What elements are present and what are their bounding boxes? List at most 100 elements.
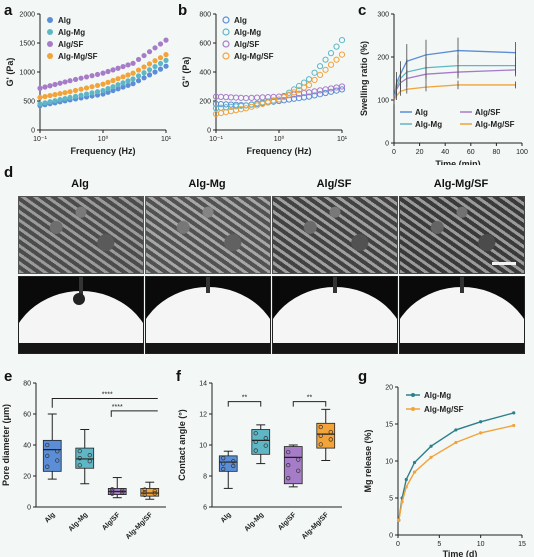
data-point — [55, 458, 60, 463]
data-point-alg-sf — [110, 67, 116, 73]
data-point-alg-mg-sf — [135, 67, 142, 73]
panel-letter-c: c — [358, 2, 367, 19]
data-point-alg-sf — [100, 70, 106, 76]
y-tick-label: 10 — [199, 443, 207, 450]
data-point — [263, 436, 268, 441]
data-point-alg-mg-sf — [146, 61, 153, 67]
data-point-alg-mg-sf — [316, 71, 324, 79]
data-point — [397, 518, 401, 522]
y-tick-label: 400 — [199, 70, 211, 77]
data-point-alg-sf — [141, 52, 147, 59]
y-tick-label: 100 — [377, 98, 389, 105]
x-tick-label: 40 — [441, 149, 449, 156]
legend-label: Alg-Mg — [415, 120, 442, 129]
data-point — [318, 442, 323, 447]
data-point-alg-mg-sf — [338, 51, 346, 58]
y-tick-label: 80 — [23, 381, 31, 388]
x-axis-title: Time (min) — [435, 159, 480, 165]
data-point-alg-sf — [67, 78, 73, 84]
x-tick-label: Alg-Mg/SF — [301, 511, 331, 541]
y-tick-label: 14 — [199, 381, 207, 388]
data-point-alg-mg-sf — [327, 61, 335, 68]
data-point-alg-mg-sf — [42, 93, 48, 100]
data-point — [77, 448, 82, 454]
scale-bar — [492, 262, 516, 265]
x-axis-title: Frequency (Hz) — [246, 146, 311, 156]
data-point — [120, 490, 125, 495]
data-point — [152, 491, 157, 496]
data-point-alg-mg-sf — [115, 76, 121, 82]
y-tick-label: 0 — [31, 128, 35, 135]
data-point-alg-mg-sf — [253, 102, 261, 109]
y-axis-title: G'' (Pa) — [181, 57, 191, 88]
data-point-alg-sf — [83, 74, 90, 80]
data-point-alg-mg-sf — [130, 70, 136, 76]
data-point — [231, 463, 236, 469]
data-point — [45, 442, 50, 448]
data-point-alg-mg-sf — [120, 74, 126, 80]
data-point — [142, 492, 147, 498]
x-tick-label: Alg/SF — [101, 511, 122, 532]
data-point-alg-mg — [217, 104, 225, 111]
sem-image-alg — [18, 196, 144, 274]
data-point-alg-mg-sf — [141, 64, 147, 70]
significance-label: ** — [242, 395, 248, 402]
y-tick-label: 0 — [27, 505, 31, 512]
chart-f-contact-angle: 6 8 10 12 14 Contact angle (°) Alg Alg-Mg Alg/SF… — [177, 381, 342, 541]
data-point-alg-sf — [62, 79, 68, 85]
y-tick-label: 20 — [385, 385, 393, 392]
data-point — [142, 487, 147, 492]
data-point — [110, 489, 115, 494]
chart-a-storage-modulus: 0 500 1000 1500 2000 G' (Pa) 10⁻¹ 10⁰ 10¹ Frequen… — [5, 12, 172, 157]
x-tick-label: 10⁻¹ — [33, 136, 47, 143]
y-axis-title: G' (Pa) — [5, 58, 15, 87]
panel-letter-g: g — [358, 368, 368, 385]
chart-g-mg-release: 0 5 10 15 20 Mg release (%) 0 5 10 15 Time (d) Alg-… — [363, 385, 526, 557]
data-point — [296, 468, 301, 473]
x-axis-title: Frequency (Hz) — [70, 146, 135, 156]
data-point-alg — [338, 86, 346, 93]
data-point-alg-mg — [100, 87, 106, 94]
data-point — [221, 461, 226, 466]
data-point-alg-mg — [83, 91, 90, 97]
data-point-alg-mg — [322, 56, 329, 63]
box-alg-mg-sf — [140, 488, 160, 497]
data-point-alg-sf — [222, 94, 230, 101]
data-point — [110, 487, 115, 492]
data-point-alg-mg-sf — [62, 90, 68, 96]
x-tick-label: 10¹ — [161, 136, 172, 143]
data-point-alg-mg-sf — [67, 89, 73, 95]
x-tick-label: Alg-Mg — [67, 511, 89, 533]
y-tick-label: 40 — [23, 443, 31, 450]
data-point-alg-mg-sf — [163, 52, 169, 58]
data-point-alg-sf — [89, 73, 95, 79]
data-point-alg-sf — [37, 85, 43, 91]
x-tick-label: 10¹ — [337, 136, 348, 143]
data-point-alg-mg-sf — [152, 58, 158, 64]
data-point-alg-mg-sf — [322, 66, 329, 73]
series-line-alg — [393, 49, 516, 101]
photo-label-alg-mg: Alg-Mg — [188, 178, 226, 190]
box-alg-mg-sf — [316, 422, 336, 449]
y-tick-label: 200 — [199, 99, 211, 106]
y-axis-title: Swelling ratio (%) — [359, 41, 369, 116]
data-point-alg — [110, 87, 116, 94]
legend-marker — [222, 52, 230, 60]
contact-angle-image-alg-mg-sf — [399, 276, 525, 354]
legend-label: Alg-Mg — [424, 391, 451, 400]
x-tick-label: 60 — [467, 149, 475, 156]
y-tick-label: 5 — [389, 496, 393, 503]
y-tick-label: 8 — [203, 474, 207, 481]
data-point — [318, 424, 323, 430]
data-point-alg-mg — [163, 57, 169, 64]
box-alg — [218, 455, 238, 472]
data-point-alg — [125, 82, 131, 88]
data-point-alg-sf — [115, 65, 121, 71]
data-point-alg — [157, 66, 164, 72]
legend-label: Alg — [58, 16, 71, 25]
data-point — [286, 462, 291, 468]
panel-letter-b: b — [178, 2, 188, 19]
series-line-alg-mg-sf — [393, 84, 516, 101]
data-point-alg-mg-sf — [110, 77, 116, 84]
data-point-alg-mg — [120, 80, 126, 86]
